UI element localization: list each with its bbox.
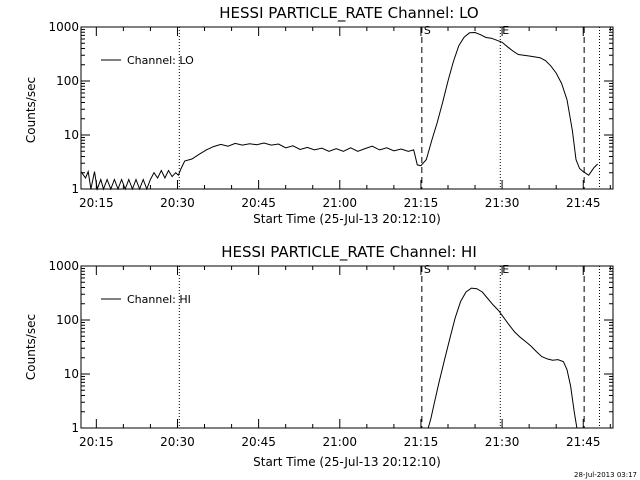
x-tick-label: 20:15 [79,196,114,210]
y-tick-label: 1 [71,421,79,435]
x-tick-label: 20:45 [241,196,276,210]
x-tick-label: 21:30 [485,196,520,210]
y-tick-label: 1 [71,182,79,196]
y-axis-label-hi: Counts/sec [24,314,38,380]
y-tick-label: 1000 [48,259,79,273]
x-tick-label: 21:15 [404,435,439,449]
plot-timestamp: 28-Jul-2013 03:17 [574,471,637,479]
x-tick-label: 21:00 [322,196,357,210]
marker-label: S [424,24,431,37]
y-tick-label: 100 [56,313,79,327]
x-tick-label: 21:00 [322,435,357,449]
x-tick-label: 21:45 [566,435,601,449]
x-axis-label-hi: Start Time (25-Jul-13 20:12:10) [253,455,441,469]
marker-label: S [424,263,431,276]
marker-label: E [502,24,509,37]
x-tick-label: 21:15 [404,196,439,210]
y-tick-label: 100 [56,74,79,88]
series-line [80,31,599,191]
chart-title-hi: HESSI PARTICLE_RATE Channel: HI [221,243,477,262]
chart-title-lo: HESSI PARTICLE_RATE Channel: LO [219,4,478,23]
panel-lo: HESSI PARTICLE_RATE Channel: LO Counts/s… [24,4,614,226]
marker-label: E [502,263,509,276]
plot-area-lo: 1 10 100 1000 20:15 20:30 20:45 21:00 21:15 21:30… [48,20,614,210]
panel-hi: HESSI PARTICLE_RATE Channel: HI Counts/s… [24,243,614,469]
x-tick-label: 20:30 [160,435,195,449]
plot-area-hi: 1 10 100 1000 20:15 20:30 20:45 21:00 21:15 21:30… [48,259,614,449]
x-tick-label: 21:45 [566,196,601,210]
x-tick-label: 20:15 [79,435,114,449]
x-tick-label: 20:30 [160,196,195,210]
plot-frame [80,26,614,190]
legend-label: Channel: HI [127,293,191,306]
y-tick-label: 1000 [48,20,79,34]
legend-label: Channel: LO [127,54,194,67]
plot-frame [80,265,614,429]
y-axis-label-lo: Counts/sec [24,77,38,143]
y-tick-label: 10 [64,128,79,142]
series-line [427,287,578,429]
x-tick-label: 20:45 [241,435,276,449]
y-tick-label: 10 [64,367,79,381]
x-tick-label: 21:30 [485,435,520,449]
x-axis-label-lo: Start Time (25-Jul-13 20:12:10) [253,212,441,226]
